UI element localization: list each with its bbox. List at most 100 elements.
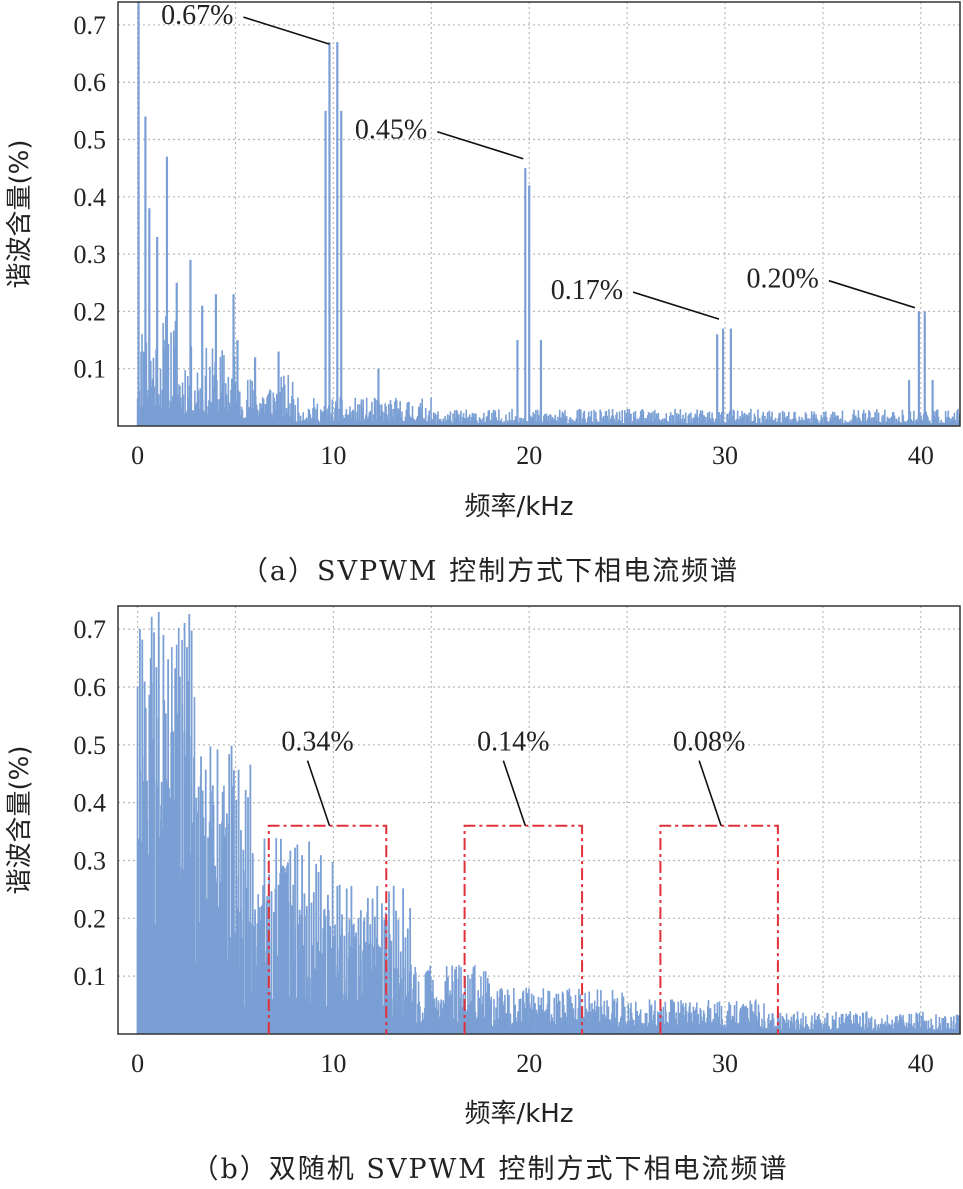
spectrum-bar <box>346 416 349 426</box>
spectrum-bar <box>735 1000 738 1034</box>
spectrum-bar <box>635 1001 637 1034</box>
spectrum-bar <box>253 408 255 426</box>
spectrum-bar <box>497 420 499 426</box>
spectrum-bar <box>762 411 765 426</box>
spectrum-bar <box>922 413 925 426</box>
spectrum-bar <box>920 1015 923 1034</box>
spectrum-bar <box>723 422 726 426</box>
spectrum-bar <box>872 417 875 426</box>
spectrum-bar <box>911 421 913 426</box>
spectrum-bar <box>800 421 802 426</box>
spectrum-bar <box>928 420 931 426</box>
spectrum-bar <box>182 394 185 426</box>
spectrum-bar <box>594 411 597 426</box>
spectrum-bar <box>832 417 835 426</box>
spectrum-bar <box>788 421 791 426</box>
spectrum-bar <box>209 401 212 426</box>
spectrum-bar <box>319 421 321 426</box>
spectrum-bar <box>735 419 738 426</box>
x-tick-label: 30 <box>712 441 738 470</box>
spectrum-bar <box>863 421 866 426</box>
spectrum-bar <box>721 1019 723 1034</box>
spectrum-bar <box>275 838 278 1034</box>
spectrum-bar <box>578 409 580 426</box>
x-tick-label: 10 <box>320 441 346 470</box>
spectrum-bar <box>422 420 424 426</box>
spectrum-bar <box>624 1006 626 1034</box>
spectrum-bar <box>528 1003 531 1034</box>
spectrum-bar <box>889 421 891 426</box>
spectrum-bar <box>257 416 260 426</box>
spectrum-bar <box>750 408 752 426</box>
spectrum-bar <box>748 412 750 426</box>
spectrum-bar <box>190 630 193 1034</box>
spectrum-bar <box>909 411 912 426</box>
spectrum-bar <box>564 410 566 426</box>
spectrum-bar <box>819 420 822 426</box>
spectrum-bar <box>771 411 773 426</box>
spectrum-bar <box>597 421 600 426</box>
spectrum-bar <box>142 351 145 426</box>
spectrum-bar <box>791 418 794 426</box>
spectrum-bar <box>868 410 870 426</box>
spectrum-bar <box>159 368 162 426</box>
spectrum-bar <box>426 970 429 1034</box>
spectrum-bar <box>186 647 188 1034</box>
spectrum-bar <box>632 1020 635 1034</box>
spectrum-bar <box>270 891 273 1034</box>
spectrum-bar <box>272 392 275 426</box>
spectrum-bar <box>451 423 453 426</box>
spectrum-bar <box>903 421 905 426</box>
spectrum-bar <box>273 397 275 426</box>
spectrum-bar <box>639 411 642 426</box>
spectrum-bar <box>227 376 230 426</box>
spectrum-bar <box>631 423 633 426</box>
spectrum-bar <box>506 989 509 1034</box>
spectrum-bar <box>162 322 164 426</box>
spectrum-bar <box>268 392 270 426</box>
spectrum-bar <box>559 417 562 426</box>
spectrum-bar <box>669 999 672 1034</box>
spectrum-bar <box>626 409 629 426</box>
spectrum-bar <box>249 379 252 426</box>
spectrum-bar <box>853 409 855 426</box>
spectrum-bar <box>347 414 349 426</box>
spectrum-bar <box>372 414 375 426</box>
spectrum-bar <box>887 418 890 426</box>
spectrum-bar <box>203 413 206 426</box>
spectrum-bar <box>742 1003 745 1034</box>
spectrum-bar <box>569 996 572 1034</box>
spectrum-bar <box>890 417 892 426</box>
spectrum-bar <box>712 1018 715 1034</box>
spectrum-bar <box>924 1021 926 1034</box>
spectrum-bar <box>839 418 842 426</box>
spectrum-bar <box>798 416 801 426</box>
spectrum-bar <box>587 411 590 426</box>
spectrum-bar <box>466 417 468 426</box>
spectrum-bar <box>656 421 659 426</box>
spectrum-bar <box>849 420 852 426</box>
annotation-leader <box>243 16 330 45</box>
spectrum-bar <box>813 1012 816 1034</box>
spectrum-bar <box>624 417 627 426</box>
spectrum-bar <box>563 1005 565 1034</box>
spectrum-bar <box>513 422 515 426</box>
spectrum-bar <box>205 347 208 426</box>
spectrum-bar <box>852 413 854 426</box>
spectrum-bar <box>621 992 623 1034</box>
spectrum-bar <box>368 412 371 426</box>
spectrum-bar <box>656 1011 659 1034</box>
spectrum-bar <box>496 420 498 426</box>
spectrum-bar <box>562 413 564 426</box>
spectrum-bar <box>663 418 666 426</box>
spectrum-bar <box>331 399 334 426</box>
peak-bar <box>539 340 543 426</box>
spectrum-bar <box>345 409 348 426</box>
spectrum-bar <box>616 998 619 1034</box>
spectrum-bar <box>633 416 636 426</box>
spectrum-bar <box>146 396 149 426</box>
spectrum-bar <box>409 417 412 426</box>
spectrum-bar <box>327 408 329 426</box>
spectrum-bar <box>582 412 585 426</box>
